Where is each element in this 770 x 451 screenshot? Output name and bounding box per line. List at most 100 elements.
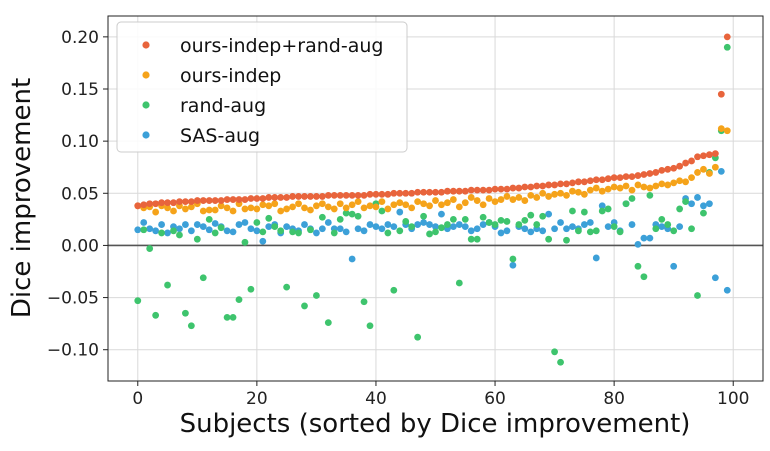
data-point — [396, 208, 404, 216]
data-point — [670, 164, 678, 172]
data-point — [706, 151, 713, 159]
data-point — [182, 309, 189, 317]
data-point — [348, 201, 356, 209]
data-point — [527, 228, 535, 236]
plot-frame — [107, 15, 764, 382]
data-point — [449, 215, 457, 223]
data-point — [271, 200, 279, 208]
data-point — [253, 195, 261, 202]
data-point — [622, 200, 630, 208]
data-point — [211, 206, 219, 214]
data-point — [432, 228, 439, 236]
legend-marker — [142, 41, 150, 49]
data-point — [432, 188, 439, 196]
data-point — [694, 153, 701, 161]
data-point — [682, 178, 689, 186]
data-point — [598, 187, 606, 195]
data-point — [491, 221, 499, 228]
data-point — [580, 208, 588, 216]
data-point — [372, 203, 380, 211]
data-point — [563, 180, 570, 188]
data-point — [545, 235, 553, 243]
x-tick-label: 40 — [365, 389, 387, 409]
data-point — [289, 228, 296, 236]
data-point — [682, 159, 689, 167]
data-point — [444, 187, 451, 195]
data-point — [271, 223, 279, 231]
y-tick-label: 0.00 — [61, 236, 99, 256]
data-point — [563, 236, 570, 244]
y-tick-label: 0.05 — [61, 184, 99, 204]
data-point — [426, 188, 433, 196]
data-point — [634, 240, 642, 248]
data-point — [420, 212, 427, 220]
legend-marker — [142, 71, 150, 79]
data-point — [485, 219, 493, 226]
data-point — [277, 227, 285, 235]
data-point — [295, 193, 302, 200]
data-point — [616, 174, 624, 182]
data-point — [408, 189, 416, 197]
data-point — [610, 174, 618, 182]
data-point — [527, 211, 535, 219]
data-point — [586, 219, 594, 226]
data-point — [664, 221, 672, 228]
data-point — [235, 221, 243, 228]
data-point — [265, 214, 273, 222]
data-point — [539, 182, 547, 190]
data-point — [646, 191, 654, 199]
data-point — [199, 274, 207, 282]
data-point — [360, 204, 368, 212]
data-point — [717, 125, 725, 133]
data-point — [372, 223, 380, 231]
data-point — [557, 219, 564, 226]
data-point — [313, 193, 320, 200]
data-point — [658, 180, 666, 188]
data-point — [610, 183, 618, 191]
data-point — [694, 194, 701, 201]
data-point — [253, 227, 261, 235]
data-point — [384, 221, 392, 228]
data-point — [187, 203, 195, 211]
data-point — [223, 313, 231, 321]
data-point — [193, 235, 201, 243]
data-point — [592, 227, 600, 235]
data-point — [557, 358, 564, 366]
data-point — [676, 223, 684, 231]
data-point — [384, 190, 392, 198]
data-point — [152, 227, 160, 235]
data-point — [563, 225, 570, 233]
data-point — [146, 225, 154, 233]
data-point — [390, 286, 398, 294]
data-point — [479, 213, 487, 221]
legend-label: SAS-aug — [180, 125, 260, 147]
data-point — [444, 221, 451, 228]
data-point — [616, 184, 624, 192]
data-point — [586, 186, 594, 194]
data-point — [205, 197, 213, 204]
data-point — [360, 191, 368, 199]
data-point — [348, 210, 356, 218]
data-point — [283, 223, 291, 231]
data-point — [283, 205, 291, 213]
data-point — [318, 200, 326, 208]
data-point — [283, 283, 291, 291]
x-tick-label: 60 — [484, 389, 506, 409]
data-point — [140, 226, 148, 234]
data-point — [646, 234, 654, 242]
data-point — [414, 221, 422, 228]
data-point — [634, 262, 642, 270]
data-point — [473, 235, 481, 243]
data-point — [152, 311, 160, 319]
data-point — [253, 219, 261, 226]
data-point — [205, 226, 213, 234]
data-point — [569, 223, 576, 231]
data-point — [318, 213, 326, 221]
data-point — [533, 194, 541, 201]
data-point — [455, 279, 463, 287]
data-point — [604, 223, 612, 231]
data-point — [586, 177, 594, 185]
data-point — [670, 179, 678, 187]
data-point — [551, 181, 558, 189]
